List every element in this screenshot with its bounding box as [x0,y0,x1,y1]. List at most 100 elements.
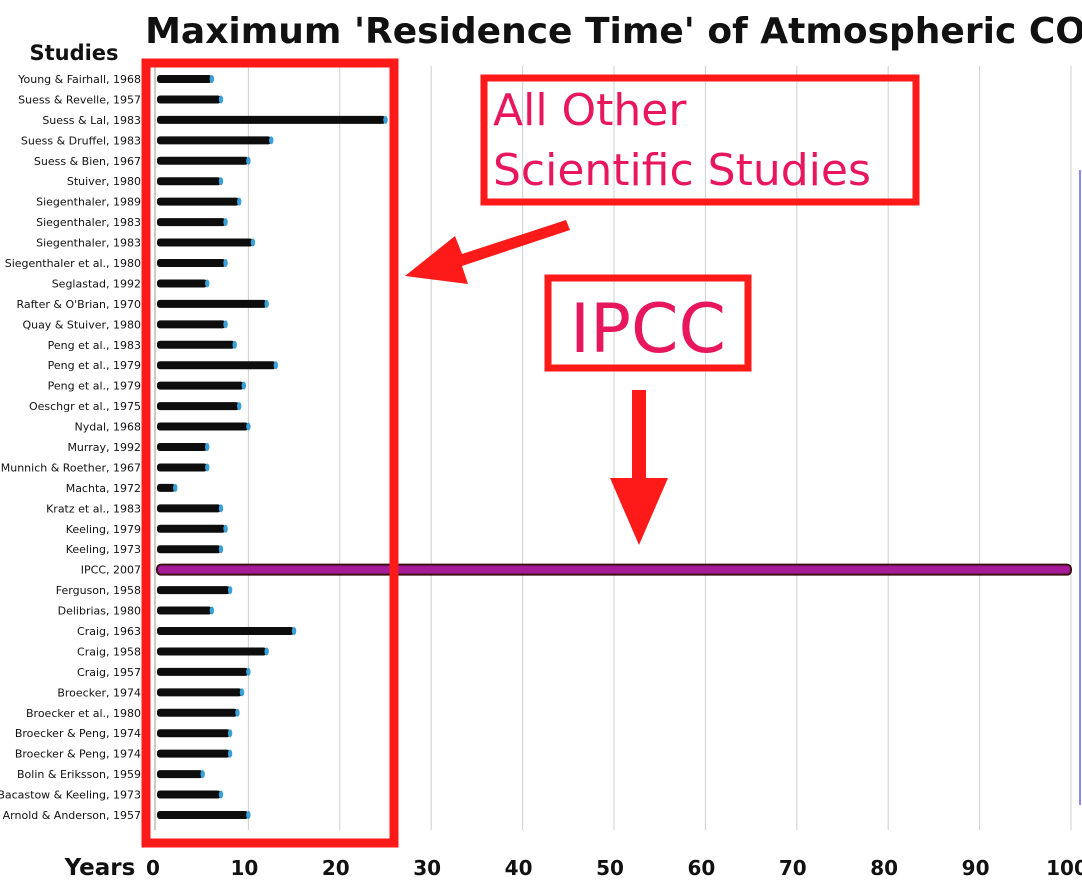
ipcc-box [544,274,752,372]
bar-21 [157,504,221,513]
bar-0 [157,75,212,83]
x-tick-labels: 0 10 20 30 40 50 60 70 80 90 100 [146,856,1082,880]
bar-tip-15 [241,381,247,390]
y-tick-12: Quay & Stuiver, 1980 [22,318,141,331]
x-tick-20: 20 [322,856,350,880]
y-tick-13: Peng et al., 1983 [48,339,141,352]
bar-34 [157,770,203,779]
gridlines [154,66,1072,830]
annotation-other-studies: All Other Scientific Studies [141,58,920,848]
y-tick-16: Oeschgr et al., 1975 [29,400,141,413]
y-tick-33: Broecker & Peng, 1974 [15,748,141,761]
bar-tip-12 [223,320,228,329]
bar-35 [157,790,221,799]
y-tick-18: Murray, 1992 [67,441,141,454]
bar-tip-27 [291,627,297,635]
bar-tip-33 [227,749,233,758]
y-tick-35: Bacastow & Keeling, 1973 [0,789,141,802]
bar-tip-9 [223,259,228,267]
y-tick-8: Siegenthaler, 1983 [36,237,141,250]
y-tick-36: Arnold & Anderson, 1957 [3,809,141,822]
bar-14 [157,361,276,370]
y-tick-34: Bolin & Eriksson, 1959 [17,768,141,781]
y-tick-21: Kratz et al., 1983 [46,502,141,515]
bar-22 [157,524,226,533]
y-tick-2: Suess & Lal, 1983 [42,114,141,127]
y-tick-9: Siegenthaler et al., 1980 [5,257,141,270]
y-tick-26: Delibrias, 1980 [58,605,141,618]
bar-tip-3 [269,136,274,145]
bar-11 [157,299,267,308]
bar-13 [157,340,235,349]
bar-36 [157,811,249,819]
bar-tip-32 [227,729,233,738]
bar-tip-21 [218,504,224,513]
bar-31 [157,708,238,717]
y-tick-31: Broecker et al., 1980 [26,707,141,720]
bar-4 [157,156,249,165]
bar-tip-28 [264,647,269,656]
x-axis-label: Years [64,855,136,881]
ipcc-label: IPCC [570,290,726,369]
y-tick-11: Rafter & O'Brian, 1970 [16,298,141,311]
y-tick-24: IPCC, 2007 [81,564,141,577]
bar-tip-14 [273,361,279,370]
bar-tip-20 [173,483,178,492]
other-studies-box [480,74,920,206]
bar-26 [157,606,212,615]
y-tick-6: Siegenthaler, 1989 [36,196,141,209]
bar-tip-7 [223,218,228,227]
bar-30 [157,688,243,697]
bar-16 [157,402,240,411]
bar-tip-35 [218,790,224,799]
bar-tip-31 [235,708,240,717]
bar-27 [157,627,295,635]
bar-tip-6 [237,197,242,206]
y-tick-25: Ferguson, 1958 [56,584,141,597]
bar-6 [157,197,240,206]
y-tick-19: Munnich & Roether, 1967 [1,461,141,474]
bar-tip-23 [218,545,224,554]
bar-tip-36 [246,811,251,819]
bar-tip-22 [223,524,228,533]
bar-1 [157,95,221,104]
bar-9 [157,259,226,267]
bar-tip-2 [383,115,388,124]
bar-23 [157,545,221,554]
y-tick-22: Keeling, 1979 [66,523,141,536]
y-tick-3: Suess & Druffel, 1983 [21,134,141,147]
y-tick-labels: Young & Fairhall, 1968 Suess & Revelle, 1… [0,73,141,822]
y-tick-10: Seglastad, 1992 [52,277,141,290]
bars [156,75,1072,819]
bar-3 [157,136,272,145]
bar-18 [157,443,208,451]
y-tick-14: Peng et al., 1979 [48,359,141,372]
bar-25 [157,586,231,595]
y-tick-5: Stuiver, 1980 [67,175,141,188]
bar-17 [157,422,249,431]
y-tick-4: Suess & Bien, 1967 [34,155,141,168]
x-tick-60: 60 [687,856,715,880]
x-tick-30: 30 [413,856,441,880]
bar-5 [157,177,221,186]
y-axis-label: Studies [29,41,118,65]
bar-tip-26 [209,606,215,615]
annotation-ipcc: IPCC [544,274,752,545]
bar-29 [157,667,249,676]
other-studies-line1: All Other [493,85,687,136]
bar-tip-18 [205,443,210,451]
bar-tip-4 [246,156,251,165]
bar-33 [157,749,231,758]
x-tick-100: 100 [1046,856,1082,880]
y-tick-28: Craig, 1958 [77,645,141,658]
bar-tip-8 [250,238,256,247]
bar-8 [157,238,253,247]
y-tick-7: Siegenthaler, 1983 [36,216,141,229]
x-tick-90: 90 [962,856,990,880]
y-tick-29: Craig, 1957 [77,666,141,679]
y-tick-32: Broecker & Peng, 1974 [15,727,141,740]
bar-tip-25 [227,586,233,595]
bar-tip-16 [237,402,242,411]
chart-title: Maximum 'Residence Time' of Atmospheric … [145,11,1082,52]
